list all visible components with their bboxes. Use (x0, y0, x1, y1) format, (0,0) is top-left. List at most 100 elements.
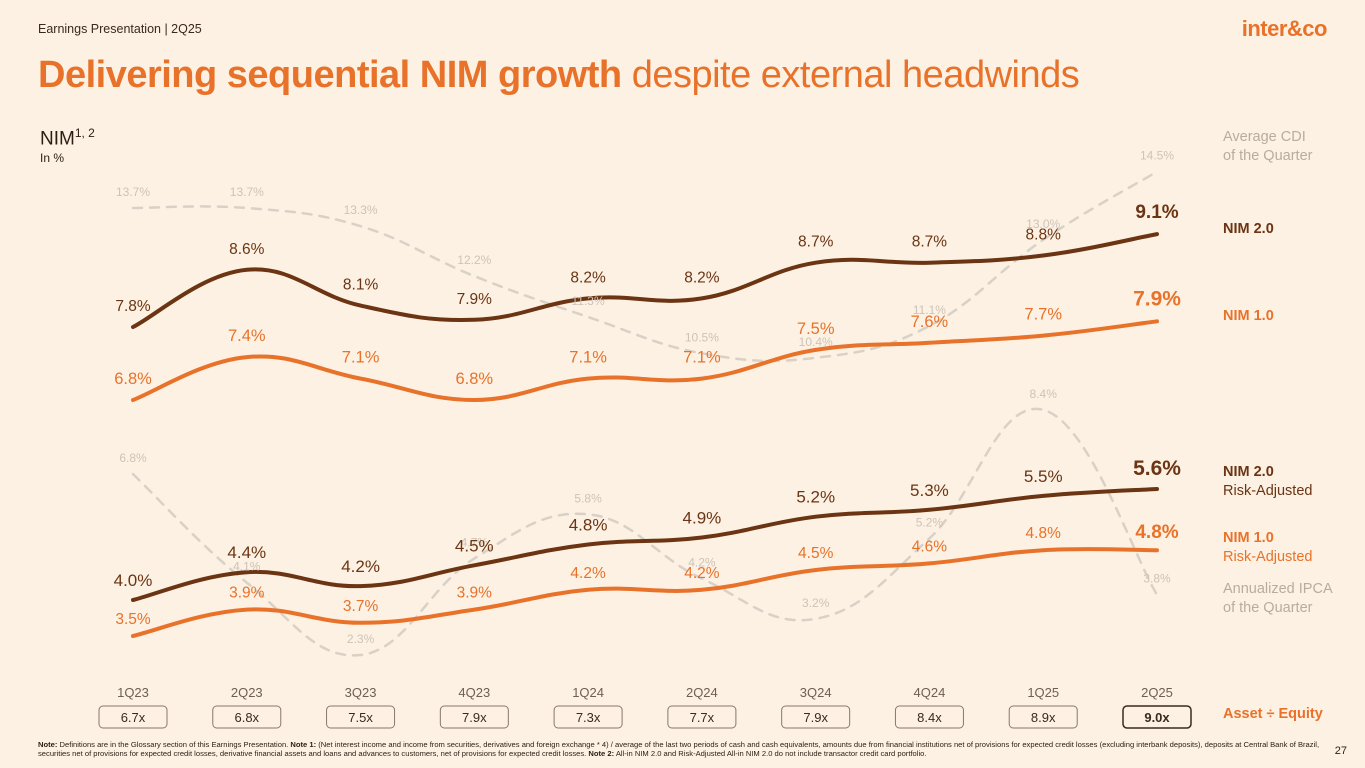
chart-unit: In % (40, 151, 65, 165)
asset-equity-badge: 8.4x (894, 705, 964, 729)
average-cdi-of-the-quarter-data-label: 13.0% (1026, 217, 1060, 231)
nim-2-0-risk-adjusted-data-label: 4.8% (569, 516, 608, 535)
x-tick-label: 1Q25 (1027, 685, 1059, 700)
x-tick-label: 4Q24 (914, 685, 946, 700)
nim-1-0-data-label: 7.7% (1024, 306, 1062, 324)
asset-equity-badge: 7.9x (439, 705, 509, 729)
x-tick-label: 2Q24 (686, 685, 718, 700)
note2-label: Note 2: (588, 749, 615, 758)
nim-2-0-risk-adjusted-data-label: 5.6% (1133, 457, 1181, 480)
page-number: 27 (1334, 745, 1347, 757)
nim-2-0-risk-adjusted-data-label: 4.9% (683, 509, 722, 528)
nim-2-0-data-label: 9.1% (1135, 202, 1178, 223)
average-cdi-of-the-quarter-data-label: 10.5% (685, 330, 719, 344)
asset-equity-badge: 7.5x (326, 705, 396, 729)
nim-1-0-data-label: 6.8% (114, 370, 152, 388)
legend-ipca-line1: Annualized IPCA (1223, 581, 1333, 597)
annualized-ipca-of-the-quarter-data-label: 4.2% (688, 556, 716, 570)
nim-2-0-risk-adjusted-data-label: 4.4% (227, 543, 266, 562)
nim-1-0-data-label: 7.1% (342, 349, 380, 367)
asset-equity-badge-box (326, 705, 396, 729)
x-tick-label: 2Q25 (1141, 685, 1173, 700)
asset-equity-value: 7.9x (803, 710, 828, 725)
nim-2-0-risk-adjusted-data-label: 4.2% (341, 557, 380, 576)
title-rest: despite external headwinds (621, 54, 1080, 96)
nim-1-0-risk-adjusted-data-label: 4.2% (570, 565, 606, 582)
x-tick-label: 2Q23 (231, 685, 263, 700)
asset-equity-badge-box (553, 705, 623, 729)
asset-equity-badge: 7.3x (553, 705, 623, 729)
asset-equity-badge: 7.9x (781, 705, 851, 729)
nim-1-0-data-label: 7.1% (683, 349, 721, 367)
asset-equity-badge: 9.0x (1122, 705, 1192, 729)
asset-equity-value: 6.8x (234, 710, 259, 725)
asset-equity-badge-box (667, 705, 737, 729)
nim-2-0-data-label: 8.2% (684, 269, 720, 286)
nim-1-0-data-label: 7.5% (797, 320, 835, 338)
nim-2-0-line (131, 232, 1159, 329)
nim-1-0-risk-adjusted-line (131, 547, 1159, 638)
legend-ipca-line2: of the Quarter (1223, 600, 1313, 616)
asset-equity-value: 7.3x (576, 710, 601, 725)
annualized-ipca-of-the-quarter-data-label: 2.3% (347, 632, 375, 646)
asset-equity-value: 9.0x (1144, 710, 1170, 725)
asset-equity-value: 7.9x (462, 710, 487, 725)
asset-equity-badge: 7.7x (667, 705, 737, 729)
legend-cdi: Average CDI of the Quarter (1223, 128, 1312, 166)
annualized-ipca-of-the-quarter-data-label: 6.8% (119, 451, 147, 465)
nim-2-0-data-label: 8.8% (1026, 227, 1062, 244)
annualized-ipca-of-the-quarter-data-label: 3.8% (1143, 572, 1171, 586)
note-text: Definitions are in the Glossary section … (57, 740, 291, 749)
asset-equity-value: 6.7x (121, 710, 146, 725)
legend-nim1: NIM 1.0 (1223, 308, 1274, 324)
nim-2-0-risk-adjusted-data-label: 5.2% (796, 488, 835, 507)
asset-equity-badge-box (1122, 705, 1192, 729)
asset-equity-value: 8.9x (1031, 710, 1056, 725)
nim-1-0-data-label: 7.1% (569, 349, 607, 367)
annualized-ipca-of-the-quarter-data-label: 5.2% (916, 515, 944, 529)
asset-equity-badge-box (781, 705, 851, 729)
nim-1-0-risk-adjusted-data-label: 3.7% (343, 598, 379, 615)
chart-title-main: NIM (40, 128, 75, 150)
nim-1-0-data-label: 7.4% (228, 327, 266, 345)
asset-equity-badge-box (439, 705, 509, 729)
legend-asset-equity: Asset ÷ Equity (1223, 706, 1323, 722)
nim-2-0-data-label: 8.7% (912, 234, 948, 251)
annualized-ipca-of-the-quarter-line (131, 407, 1159, 657)
footnote: Note: Definitions are in the Glossary se… (38, 740, 1328, 758)
average-cdi-of-the-quarter-data-label: 11.1% (913, 303, 946, 317)
asset-equity-badge-box (894, 705, 964, 729)
legend-nim2ra-line2: Risk-Adjusted (1223, 483, 1313, 499)
legend-nim2-risk-adjusted: NIM 2.0 Risk-Adjusted (1223, 463, 1312, 501)
annualized-ipca-of-the-quarter-data-label: 8.4% (1030, 387, 1058, 401)
nim-1-0-risk-adjusted-data-label: 4.5% (798, 545, 834, 562)
nim-1-0-risk-adjusted-data-label: 3.9% (457, 585, 493, 602)
legend-cdi-line2: of the Quarter (1223, 148, 1313, 164)
nim-1-0-risk-adjusted-data-label: 3.9% (229, 585, 265, 602)
x-tick-label: 4Q23 (458, 685, 490, 700)
average-cdi-of-the-quarter-data-label: 13.7% (230, 185, 264, 199)
average-cdi-of-the-quarter-data-label: 10.4% (799, 335, 833, 349)
average-cdi-of-the-quarter-data-label: 12.2% (457, 253, 491, 267)
legend-cdi-line1: Average CDI (1223, 129, 1306, 145)
note1-label: Note 1: (290, 740, 317, 749)
annualized-ipca-of-the-quarter-data-label: 5.8% (574, 491, 602, 505)
chart-title-sup: 1, 2 (74, 126, 95, 140)
nim-2-0-data-label: 8.2% (570, 269, 606, 286)
x-tick-label: 1Q24 (572, 685, 604, 700)
asset-equity-badge: 6.7x (98, 705, 168, 729)
nim-1-0-risk-adjusted-data-label: 4.6% (912, 538, 948, 555)
asset-equity-badge: 8.9x (1008, 705, 1078, 729)
chart-title: NIM1, 2 (40, 126, 95, 150)
nim-2-0-risk-adjusted-data-label: 5.5% (1024, 467, 1063, 486)
nim-2-0-data-label: 7.9% (457, 291, 493, 308)
legend-nim2ra-line1: NIM 2.0 (1223, 464, 1274, 480)
nim-1-0-line (131, 319, 1159, 403)
asset-equity-value: 7.5x (348, 710, 373, 725)
legend-nim1ra-line1: NIM 1.0 (1223, 530, 1274, 546)
annualized-ipca-of-the-quarter-data-label: 3.2% (802, 596, 830, 610)
legend-nim1ra-line2: Risk-Adjusted (1223, 549, 1313, 565)
nim-2-0-risk-adjusted-data-label: 4.5% (455, 536, 494, 555)
x-tick-label: 1Q23 (117, 685, 149, 700)
